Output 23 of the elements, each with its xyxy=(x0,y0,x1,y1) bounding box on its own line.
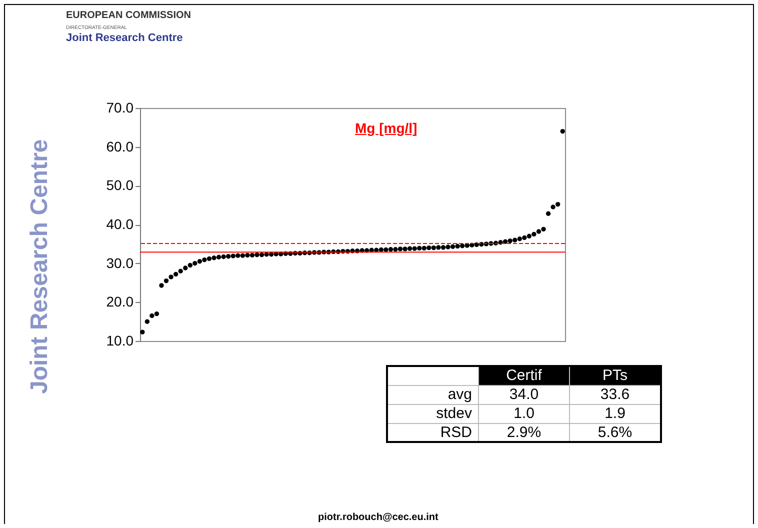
text: 1.9 xyxy=(570,404,661,423)
text: PTs xyxy=(570,366,661,385)
text: 5.6% xyxy=(570,423,661,442)
text: avg xyxy=(387,385,478,404)
text: Joint Research Centre xyxy=(66,32,183,44)
y-tick-label: 20.0 xyxy=(106,294,134,310)
text: piotr.robouch@cec.eu.int xyxy=(318,512,438,523)
y-tick-label: 40.0 xyxy=(106,216,134,232)
text: EUROPEAN COMMISSION xyxy=(66,10,192,21)
text: 34.0 xyxy=(478,385,570,404)
text: 33.6 xyxy=(570,385,661,404)
text: 1.0 xyxy=(478,404,570,423)
y-tick-label: 60.0 xyxy=(106,138,134,154)
text: stdev xyxy=(387,404,478,423)
text: Mg [mg/l] xyxy=(355,120,418,136)
y-tick-label: 50.0 xyxy=(106,177,134,194)
text: 2.9% xyxy=(478,423,570,442)
text: RSD xyxy=(387,423,478,442)
y-tick-label: 10.0 xyxy=(106,332,134,348)
text: Joint Research Centre xyxy=(26,139,54,394)
text: Certif xyxy=(478,366,570,385)
y-tick-label: 30.0 xyxy=(106,254,134,271)
y-tick-label: 70.0 xyxy=(106,100,134,116)
